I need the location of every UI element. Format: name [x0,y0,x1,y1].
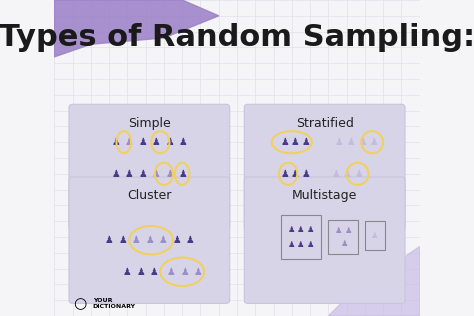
Text: ♟: ♟ [138,169,147,179]
Text: ♟: ♟ [132,235,141,245]
Text: ♟: ♟ [159,235,168,245]
Text: ♟: ♟ [346,137,356,147]
FancyBboxPatch shape [69,104,230,231]
Text: ♟: ♟ [186,235,195,245]
Text: Stratified: Stratified [296,117,354,130]
Text: ♟: ♟ [335,137,344,147]
Text: ♟: ♟ [111,169,120,179]
Text: ♟: ♟ [146,235,154,245]
Text: ♟: ♟ [111,137,120,147]
Text: ♟: ♟ [288,225,295,234]
Text: ♟: ♟ [165,137,174,147]
Text: ♟: ♟ [302,137,311,147]
Text: Types of Random Sampling:: Types of Random Sampling: [0,23,474,52]
Text: Multistage: Multistage [292,189,357,203]
Text: ♟: ♟ [288,240,295,249]
Text: Cluster: Cluster [127,189,172,203]
Text: ♟: ♟ [125,137,134,147]
Text: ♟: ♟ [370,137,379,147]
Text: ♟: ♟ [345,226,353,235]
Text: ♟: ♟ [194,267,203,277]
Text: ♟: ♟ [291,137,300,147]
Bar [328,220,357,254]
Text: ♟: ♟ [118,235,127,245]
Text: ♟: ♟ [173,235,181,245]
Text: ♟: ♟ [343,169,352,179]
Text: ♟: ♟ [335,226,342,235]
Text: YOUR
DICTIONARY: YOUR DICTIONARY [93,298,136,309]
Text: ♟: ♟ [123,267,132,277]
Text: ♟: ♟ [355,169,364,179]
Text: ♟: ♟ [150,267,159,277]
FancyBboxPatch shape [244,104,405,231]
Text: ♟: ♟ [152,137,161,147]
Text: ♟: ♟ [306,225,314,234]
Text: ♟: ♟ [331,169,340,179]
Text: ♟: ♟ [302,169,311,179]
Polygon shape [55,0,219,57]
Text: ♟: ♟ [181,267,189,277]
Text: ♟: ♟ [125,169,134,179]
Text: ♟: ♟ [179,137,188,147]
Text: ♟: ♟ [358,137,367,147]
Text: ♟: ♟ [138,137,147,147]
Text: ♟: ♟ [105,235,114,245]
Text: ♟: ♟ [291,169,300,179]
Text: ○: ○ [73,296,87,311]
Bar [365,221,385,250]
FancyBboxPatch shape [244,177,405,303]
Text: ♟: ♟ [297,240,305,249]
Text: ♟: ♟ [137,267,146,277]
Text: ♟: ♟ [152,169,161,179]
Text: ♟: ♟ [341,239,348,248]
Text: ♟: ♟ [306,240,314,249]
Text: ♟: ♟ [179,169,188,179]
FancyBboxPatch shape [69,177,230,303]
Text: ♟: ♟ [371,231,379,240]
Text: ♟: ♟ [280,137,289,147]
Text: ♟: ♟ [165,169,174,179]
Bar [281,215,321,259]
Polygon shape [328,246,419,316]
Text: Simple: Simple [128,117,171,130]
Text: ♟: ♟ [297,225,305,234]
Text: ♟: ♟ [167,267,176,277]
Text: ♟: ♟ [280,169,289,179]
